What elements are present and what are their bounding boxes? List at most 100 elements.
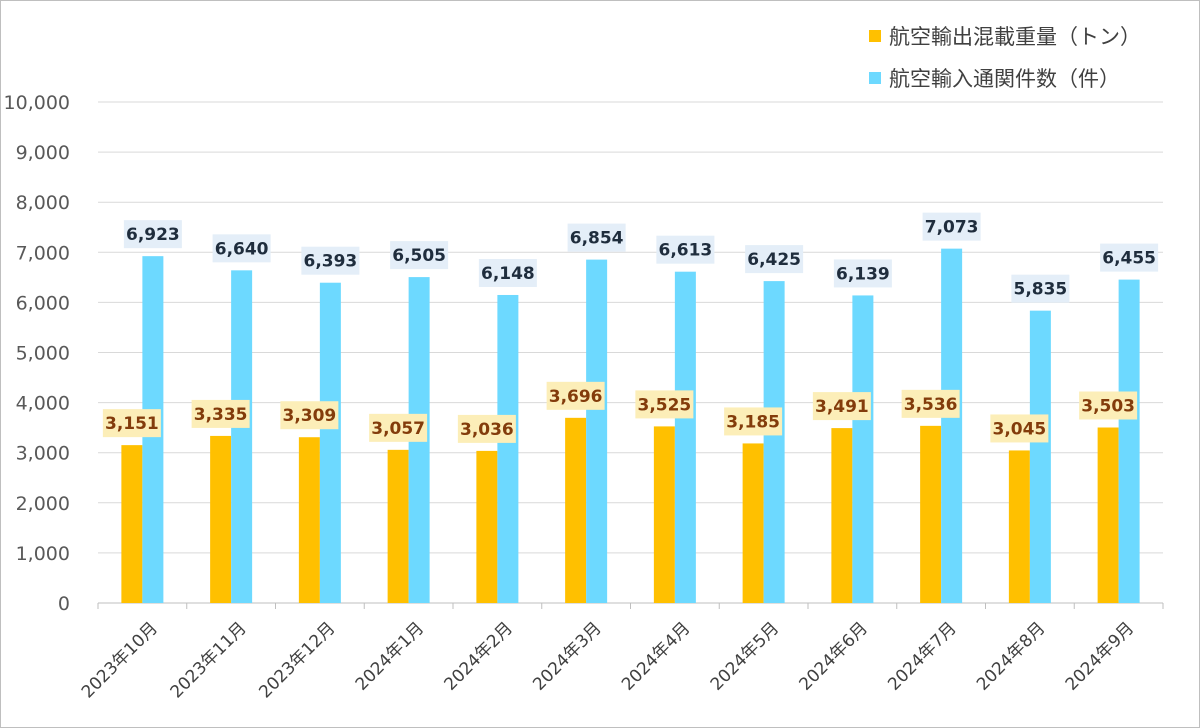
data-label-bg-export-weight	[812, 392, 871, 421]
bar-export-weight	[1008, 450, 1030, 603]
bar-export-weight	[653, 426, 675, 603]
data-label-bg-export-weight	[369, 413, 428, 442]
data-label-export-weight: 3,036	[460, 420, 514, 440]
legend-item-import-count: 航空輸入通関件数（件）	[869, 57, 1141, 99]
data-label-bg-import-count	[833, 259, 892, 288]
bar-import-count	[674, 271, 696, 603]
data-label-export-weight: 3,525	[637, 395, 691, 415]
y-tick-label: 6,000	[16, 292, 70, 314]
y-tick-label: 0	[58, 593, 70, 615]
data-label-bg-import-count	[567, 223, 626, 252]
data-label-export-weight: 3,057	[371, 419, 425, 439]
data-label-export-weight: 3,151	[105, 414, 159, 434]
legend-item-export-weight: 航空輸出混載重量（トン）	[869, 15, 1141, 57]
data-label-export-weight: 3,335	[194, 405, 248, 425]
data-label-bg-export-weight	[546, 381, 605, 410]
data-label-import-count: 6,139	[836, 264, 890, 284]
legend-swatch-export-weight	[869, 30, 881, 42]
data-label-export-weight: 3,536	[904, 395, 958, 415]
data-label-import-count: 6,613	[658, 241, 712, 261]
x-tick-label: 2024年3月	[529, 618, 605, 694]
bar-export-weight	[920, 425, 942, 603]
y-tick-label: 7,000	[16, 242, 70, 264]
x-tick-label: 2024年7月	[884, 618, 960, 694]
data-label-bg-import-count	[1100, 243, 1159, 272]
data-label-export-weight: 3,185	[726, 412, 780, 432]
bar-export-weight	[476, 450, 498, 603]
data-label-import-count: 6,148	[481, 264, 535, 284]
data-label-bg-import-count	[745, 245, 804, 274]
bar-export-weight	[387, 449, 409, 603]
bar-export-weight	[298, 437, 320, 603]
data-label-bg-import-count	[478, 258, 537, 287]
bar-export-weight	[210, 435, 232, 603]
bar-export-weight	[121, 445, 143, 603]
data-label-bg-export-weight	[901, 389, 960, 418]
data-label-bg-export-weight	[635, 390, 694, 419]
y-tick-label: 5,000	[16, 343, 70, 365]
data-label-bg-import-count	[301, 246, 360, 275]
bar-export-weight	[1097, 427, 1119, 603]
data-label-bg-export-weight	[102, 409, 161, 438]
bar-import-count	[1029, 310, 1051, 603]
bar-import-count	[231, 270, 253, 603]
data-label-export-weight: 3,491	[815, 397, 869, 417]
data-label-import-count: 7,073	[925, 218, 979, 238]
data-label-bg-import-count	[1011, 274, 1070, 303]
data-label-import-count: 6,425	[747, 250, 801, 270]
data-label-import-count: 6,923	[126, 225, 180, 245]
bar-import-count	[586, 259, 608, 603]
y-tick-label: 3,000	[16, 443, 70, 465]
data-label-bg-import-count	[123, 220, 182, 249]
data-label-bg-export-weight	[724, 407, 783, 436]
data-label-bg-export-weight	[990, 414, 1049, 443]
data-label-import-count: 6,393	[303, 252, 357, 272]
data-label-export-weight: 3,045	[992, 419, 1046, 439]
y-tick-label: 2,000	[16, 493, 70, 515]
x-tick-label: 2024年8月	[973, 618, 1049, 694]
bar-export-weight	[742, 443, 764, 603]
legend: 航空輸出混載重量（トン） 航空輸入通関件数（件）	[869, 15, 1141, 99]
y-tick-label: 4,000	[16, 393, 70, 415]
x-tick-label: 2024年2月	[440, 618, 516, 694]
data-label-bg-export-weight	[191, 399, 250, 428]
x-tick-label: 2023年11月	[167, 618, 251, 702]
data-label-bg-import-count	[390, 241, 449, 270]
data-label-export-weight: 3,696	[549, 387, 603, 407]
data-label-bg-import-count	[656, 235, 715, 264]
legend-label-import-count: 航空輸入通関件数（件）	[889, 67, 1120, 91]
bar-export-weight	[831, 428, 853, 603]
bar-import-count	[319, 282, 341, 603]
y-tick-label: 1,000	[16, 543, 70, 565]
bar-import-count	[852, 295, 874, 603]
legend-swatch-import-count	[869, 72, 881, 84]
y-tick-label: 8,000	[16, 192, 70, 214]
x-tick-label: 2023年12月	[255, 618, 339, 702]
data-label-import-count: 6,854	[570, 229, 624, 249]
data-label-import-count: 6,455	[1102, 249, 1156, 269]
data-label-export-weight: 3,309	[282, 406, 336, 426]
data-label-bg-export-weight	[280, 401, 339, 430]
data-label-export-weight: 3,503	[1081, 396, 1135, 416]
data-label-bg-export-weight	[1079, 391, 1138, 420]
data-label-bg-export-weight	[457, 414, 516, 443]
data-label-import-count: 5,835	[1013, 280, 1067, 300]
x-tick-label: 2024年1月	[352, 618, 428, 694]
x-tick-label: 2023年10月	[78, 618, 162, 702]
y-tick-label: 10,000	[4, 92, 70, 114]
bar-import-count	[497, 294, 519, 603]
bar-import-count	[941, 248, 963, 603]
bar-import-count	[1118, 279, 1140, 603]
x-tick-label: 2024年4月	[618, 618, 694, 694]
data-label-bg-import-count	[922, 212, 981, 241]
x-tick-label: 2024年9月	[1062, 618, 1138, 694]
bar-export-weight	[565, 417, 587, 603]
y-tick-label: 9,000	[16, 142, 70, 164]
bar-import-count	[763, 281, 785, 603]
data-label-bg-import-count	[212, 234, 271, 263]
x-tick-label: 2024年6月	[795, 618, 871, 694]
x-tick-label: 2024年5月	[707, 618, 783, 694]
data-label-import-count: 6,505	[392, 246, 446, 266]
